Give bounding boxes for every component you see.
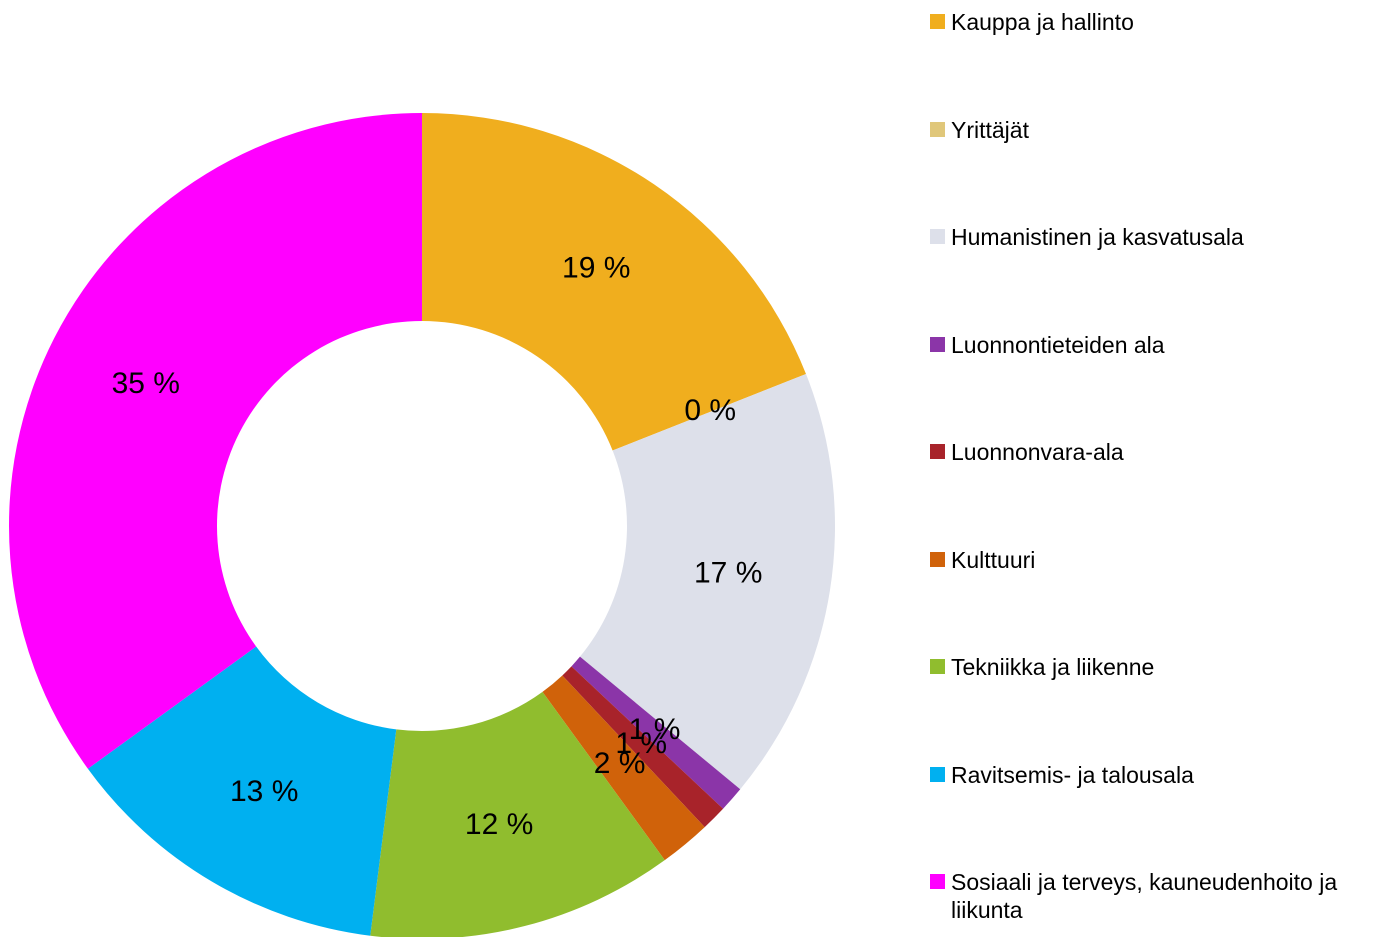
legend-swatch xyxy=(930,229,945,244)
data-label: 1 % xyxy=(629,713,681,746)
legend-swatch xyxy=(930,121,945,137)
data-label: 12 % xyxy=(465,808,533,841)
slice xyxy=(8,113,423,769)
legend-item: Yrittäjät xyxy=(930,116,1390,144)
data-label: 19 % xyxy=(562,252,630,285)
slice xyxy=(571,656,741,809)
legend-item: Luonnontieteiden ala xyxy=(930,331,1390,359)
legend-swatch xyxy=(930,766,945,782)
legend-item: Kulttuuri xyxy=(930,546,1390,574)
legend-swatch xyxy=(930,444,945,459)
legend-item: Sosiaali ja terveys, kauneudenhoito ja l… xyxy=(930,868,1390,924)
legend-label: Kulttuuri xyxy=(951,546,1036,573)
data-label: 13 % xyxy=(230,775,298,808)
slice xyxy=(562,666,724,828)
legend-label: Luonnontieteiden ala xyxy=(951,331,1165,358)
legend-item: Tekniikka ja liikenne xyxy=(930,653,1390,681)
legend-label: Sosiaali ja terveys, kauneudenhoito ja l… xyxy=(951,869,1338,923)
legend-label: Ravitsemis- ja talousala xyxy=(951,761,1194,788)
legend-swatch xyxy=(930,14,945,29)
slice xyxy=(370,691,665,937)
legend-swatch xyxy=(930,336,945,352)
legend-label: Humanistinen ja kasvatusala xyxy=(951,224,1244,250)
chart: 19 % 0 % 17 % 1 %1 %2 % 12 % 13 % 35 % xyxy=(8,113,835,937)
data-label: 0 % xyxy=(684,394,736,427)
legend-item: Kauppa ja hallinto xyxy=(930,8,1390,36)
legend-swatch xyxy=(930,874,945,889)
data-label: 17 % xyxy=(694,556,762,589)
legend-item: Luonnonvara-ala xyxy=(930,438,1390,466)
legend-label: Yrittäjät xyxy=(951,116,1029,143)
legend-label: Kauppa ja hallinto xyxy=(951,9,1134,35)
slice xyxy=(542,675,705,861)
legend-label: Luonnonvara-ala xyxy=(951,439,1124,465)
slice xyxy=(87,646,397,936)
data-label: 1 % xyxy=(615,727,667,760)
legend-swatch xyxy=(930,551,945,567)
slice xyxy=(422,113,806,451)
slice xyxy=(579,373,835,790)
data-label: 35 % xyxy=(112,367,180,400)
legend-swatch xyxy=(930,659,945,674)
legend-label: Tekniikka ja liikenne xyxy=(951,654,1155,680)
legend-item: Humanistinen ja kasvatusala xyxy=(930,223,1390,251)
data-label: 2 % xyxy=(594,747,646,780)
legend-item: Ravitsemis- ja talousala xyxy=(930,761,1390,789)
